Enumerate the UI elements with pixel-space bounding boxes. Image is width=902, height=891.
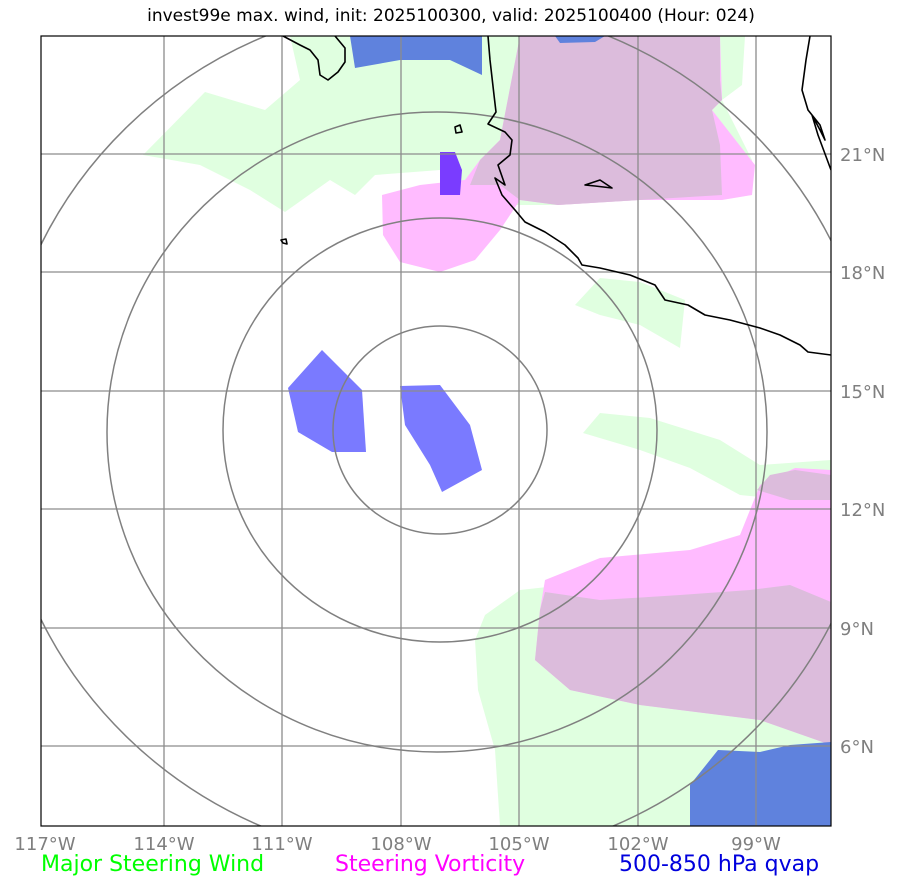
map-plot-area bbox=[41, 36, 831, 826]
lat-tick-labels: 21°N 18°N 15°N 12°N 9°N 6°N bbox=[840, 145, 885, 758]
lat-tick-label: 12°N bbox=[840, 500, 885, 521]
lon-tick-label: 102°W bbox=[607, 834, 668, 855]
lake-chapala bbox=[584, 179, 613, 189]
qvap-patch-southeast bbox=[690, 742, 831, 826]
lat-tick-label: 18°N bbox=[840, 263, 885, 284]
gridlines bbox=[41, 36, 831, 826]
east-coastline bbox=[801, 36, 831, 171]
overlap-region-east bbox=[757, 470, 831, 500]
qvap-patch-west bbox=[288, 350, 366, 452]
overlap-region-north bbox=[470, 36, 722, 205]
coastline bbox=[280, 36, 831, 356]
legend-qvap: 500-850 hPa qvap bbox=[619, 852, 820, 877]
range-ring-2 bbox=[222, 217, 658, 643]
legend-steering-vorticity: Steering Vorticity bbox=[335, 852, 526, 877]
lon-tick-label: 117°W bbox=[14, 834, 75, 855]
mexico-coastline bbox=[487, 36, 831, 356]
qvap-patch-center bbox=[400, 385, 482, 492]
range-rings bbox=[41, 36, 831, 826]
lat-tick-label: 9°N bbox=[840, 619, 874, 640]
range-ring-3 bbox=[106, 111, 768, 753]
lon-tick-labels: 117°W 114°W 111°W 108°W 105°W 102°W 99°W bbox=[14, 834, 781, 855]
lat-tick-label: 21°N bbox=[840, 145, 885, 166]
qvap-layer bbox=[288, 36, 831, 826]
lon-tick-label: 105°W bbox=[488, 834, 549, 855]
lat-tick-label: 6°N bbox=[840, 737, 874, 758]
steering-wind-region-mid bbox=[575, 278, 685, 348]
qvap-patch-north-small bbox=[555, 36, 605, 43]
baja-tip-coastline bbox=[282, 36, 346, 81]
socorro-island bbox=[280, 238, 288, 245]
lat-tick-label: 15°N bbox=[840, 382, 885, 403]
chart-title: invest99e max. wind, init: 2025100300, v… bbox=[147, 6, 755, 26]
overlap-region-south bbox=[535, 585, 831, 745]
islas-marias bbox=[454, 124, 463, 134]
lon-tick-label: 108°W bbox=[370, 834, 431, 855]
lon-tick-label: 99°W bbox=[731, 834, 781, 855]
qvap-patch-deep bbox=[440, 152, 462, 195]
range-ring-1 bbox=[332, 325, 548, 535]
qvap-patch-north-dark bbox=[350, 36, 482, 75]
overlap-layer bbox=[470, 36, 831, 745]
lon-tick-label: 111°W bbox=[251, 834, 312, 855]
legend-steering-wind: Major Steering Wind bbox=[41, 852, 265, 877]
map-frame bbox=[40, 35, 832, 827]
lon-tick-label: 114°W bbox=[133, 834, 194, 855]
